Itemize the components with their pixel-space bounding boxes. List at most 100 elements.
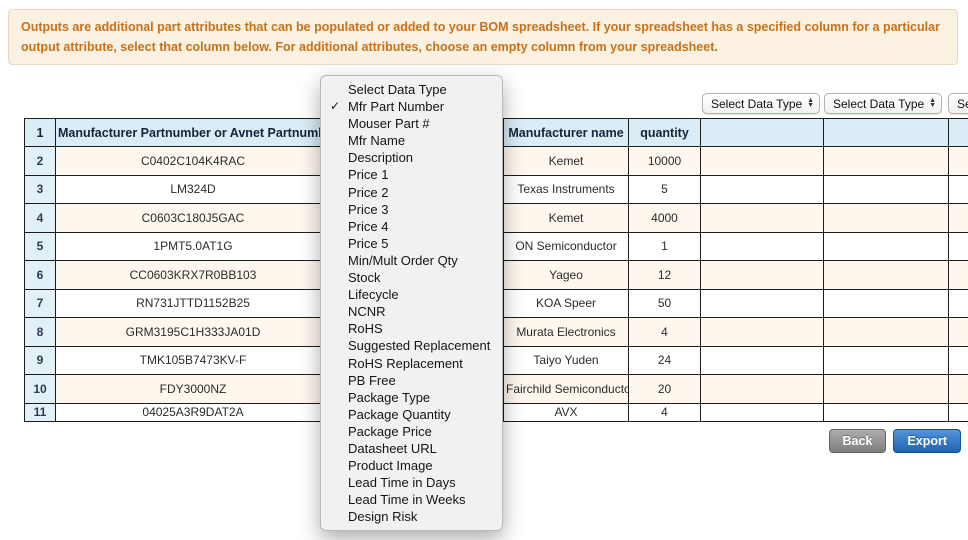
menu-item[interactable]: Select Data Type [321,81,502,98]
menu-item-label: Price 4 [348,218,389,234]
menu-item[interactable]: Mfr Name [321,132,502,149]
table-cell: RN731JTTD1152B25 [55,288,331,318]
menu-item-label: Lead Time in Weeks [348,492,466,508]
export-button[interactable]: Export [893,429,961,453]
outputs-info-banner: Outputs are additional part attributes t… [8,9,958,65]
menu-item[interactable]: Min/Mult Order Qty [321,252,502,269]
table-cell [823,288,949,318]
table-cell: C0603C180J5GAC [55,203,331,233]
column-select-3-value: Select Data Type [957,96,968,111]
menu-item-label: Design Risk [348,509,418,525]
table-cell [823,345,949,375]
column-header [823,118,949,147]
menu-item-label: Mfr Part Number [348,99,445,115]
menu-item-label: Package Type [348,389,431,405]
menu-item[interactable]: Mouser Part # [321,115,502,132]
menu-item[interactable]: Price 2 [321,184,502,201]
column-select-2[interactable]: Select Data Type ▲ ▼ [824,93,942,114]
menu-item[interactable]: Price 3 [321,201,502,218]
table-cell: 1PMT5.0AT1G [55,231,331,261]
column-select-1-value: Select Data Type [711,96,803,111]
table-cell [948,146,968,176]
menu-item[interactable]: Package Quantity [321,406,502,423]
row-number: 2 [24,146,56,176]
action-buttons: Back Export [828,429,961,453]
table-cell [823,146,949,176]
menu-item[interactable]: RoHS [321,320,502,337]
column-header [948,118,968,147]
column-header [700,118,824,147]
table-cell: GRM3195C1H333JA01D [55,317,331,347]
menu-item[interactable]: ✓ Mfr Part Number [321,98,502,115]
table-cell [700,374,824,404]
menu-item[interactable]: Lead Time in Days [321,474,502,491]
column-select-3[interactable]: Select Data Type ▲▼ [948,93,968,114]
table-cell: Texas Instruments [503,174,629,204]
back-button[interactable]: Back [828,429,887,453]
column-header: Manufacturer name [503,118,629,147]
table-cell [948,374,968,404]
table-cell [823,260,949,290]
menu-item[interactable]: Package Price [321,423,502,440]
table-cell [700,288,824,318]
menu-item-label: RoHS [348,321,383,337]
table-cell: Murata Electronics [503,317,629,347]
menu-item[interactable]: Datasheet URL [321,440,502,457]
menu-item[interactable]: Suggested Replacement [321,337,502,354]
column-select-1[interactable]: Select Data Type ▲ ▼ [702,93,820,114]
menu-item[interactable]: PB Free [321,372,502,389]
table-cell [948,231,968,261]
table-cell [823,317,949,347]
table-cell: 12 [628,260,701,290]
menu-item[interactable]: Price 4 [321,218,502,235]
table-cell [700,203,824,233]
menu-item-label: Min/Mult Order Qty [348,252,458,268]
column-header: quantity [628,118,701,147]
menu-item-label: Description [348,150,414,166]
table-cell [823,374,949,404]
menu-item-label: Lead Time in Days [348,475,456,491]
menu-item[interactable]: Lifecycle [321,286,502,303]
data-type-menu: Select Data Type ✓ Mfr Part Number Mouser P… [320,75,503,532]
column-header: Manufacturer Partnumber or Avnet Partnum… [55,118,331,147]
table-cell: LM324D [55,174,331,204]
table-cell: 4000 [628,203,701,233]
table-cell [948,402,968,422]
menu-item[interactable]: Price 1 [321,166,502,183]
table-cell [948,345,968,375]
table-cell: CC0603KRX7R0BB103 [55,260,331,290]
menu-item-label: Mfr Name [348,133,406,149]
menu-item[interactable]: Product Image [321,457,502,474]
menu-item[interactable]: NCNR [321,303,502,320]
table-cell: TMK105B7473KV-F [55,345,331,375]
menu-item[interactable]: Description [321,149,502,166]
row-number: 7 [24,288,56,318]
menu-item-label: Price 5 [348,235,389,251]
table-cell [700,174,824,204]
row-number: 8 [24,317,56,347]
checkmark-icon: ✓ [330,99,341,114]
table-cell [948,203,968,233]
menu-item-label: Package Price [348,423,432,439]
menu-item[interactable]: RoHS Replacement [321,355,502,372]
row-number: 10 [24,374,56,404]
menu-item[interactable]: Stock [321,269,502,286]
table-cell [948,317,968,347]
table-cell: 20 [628,374,701,404]
menu-item[interactable]: Price 5 [321,235,502,252]
table-cell: KOA Speer [503,288,629,318]
menu-item-label: NCNR [348,304,386,320]
table-cell: 24 [628,345,701,375]
menu-item[interactable]: Package Type [321,389,502,406]
menu-item[interactable]: Design Risk [321,508,502,525]
column-select-2-value: Select Data Type [833,96,925,111]
menu-item[interactable]: Lead Time in Weeks [321,491,502,508]
row-number: 4 [24,203,56,233]
table-cell: Yageo [503,260,629,290]
menu-item-label: Suggested Replacement [348,338,491,354]
table-body: 2 C0402C104K4RAC Kemet 10000 3 LM324D Texas In… [24,146,968,422]
column-header: 1 [24,118,56,147]
table-cell: AVX [503,402,629,422]
table-cell [700,402,824,422]
table-cell [948,174,968,204]
